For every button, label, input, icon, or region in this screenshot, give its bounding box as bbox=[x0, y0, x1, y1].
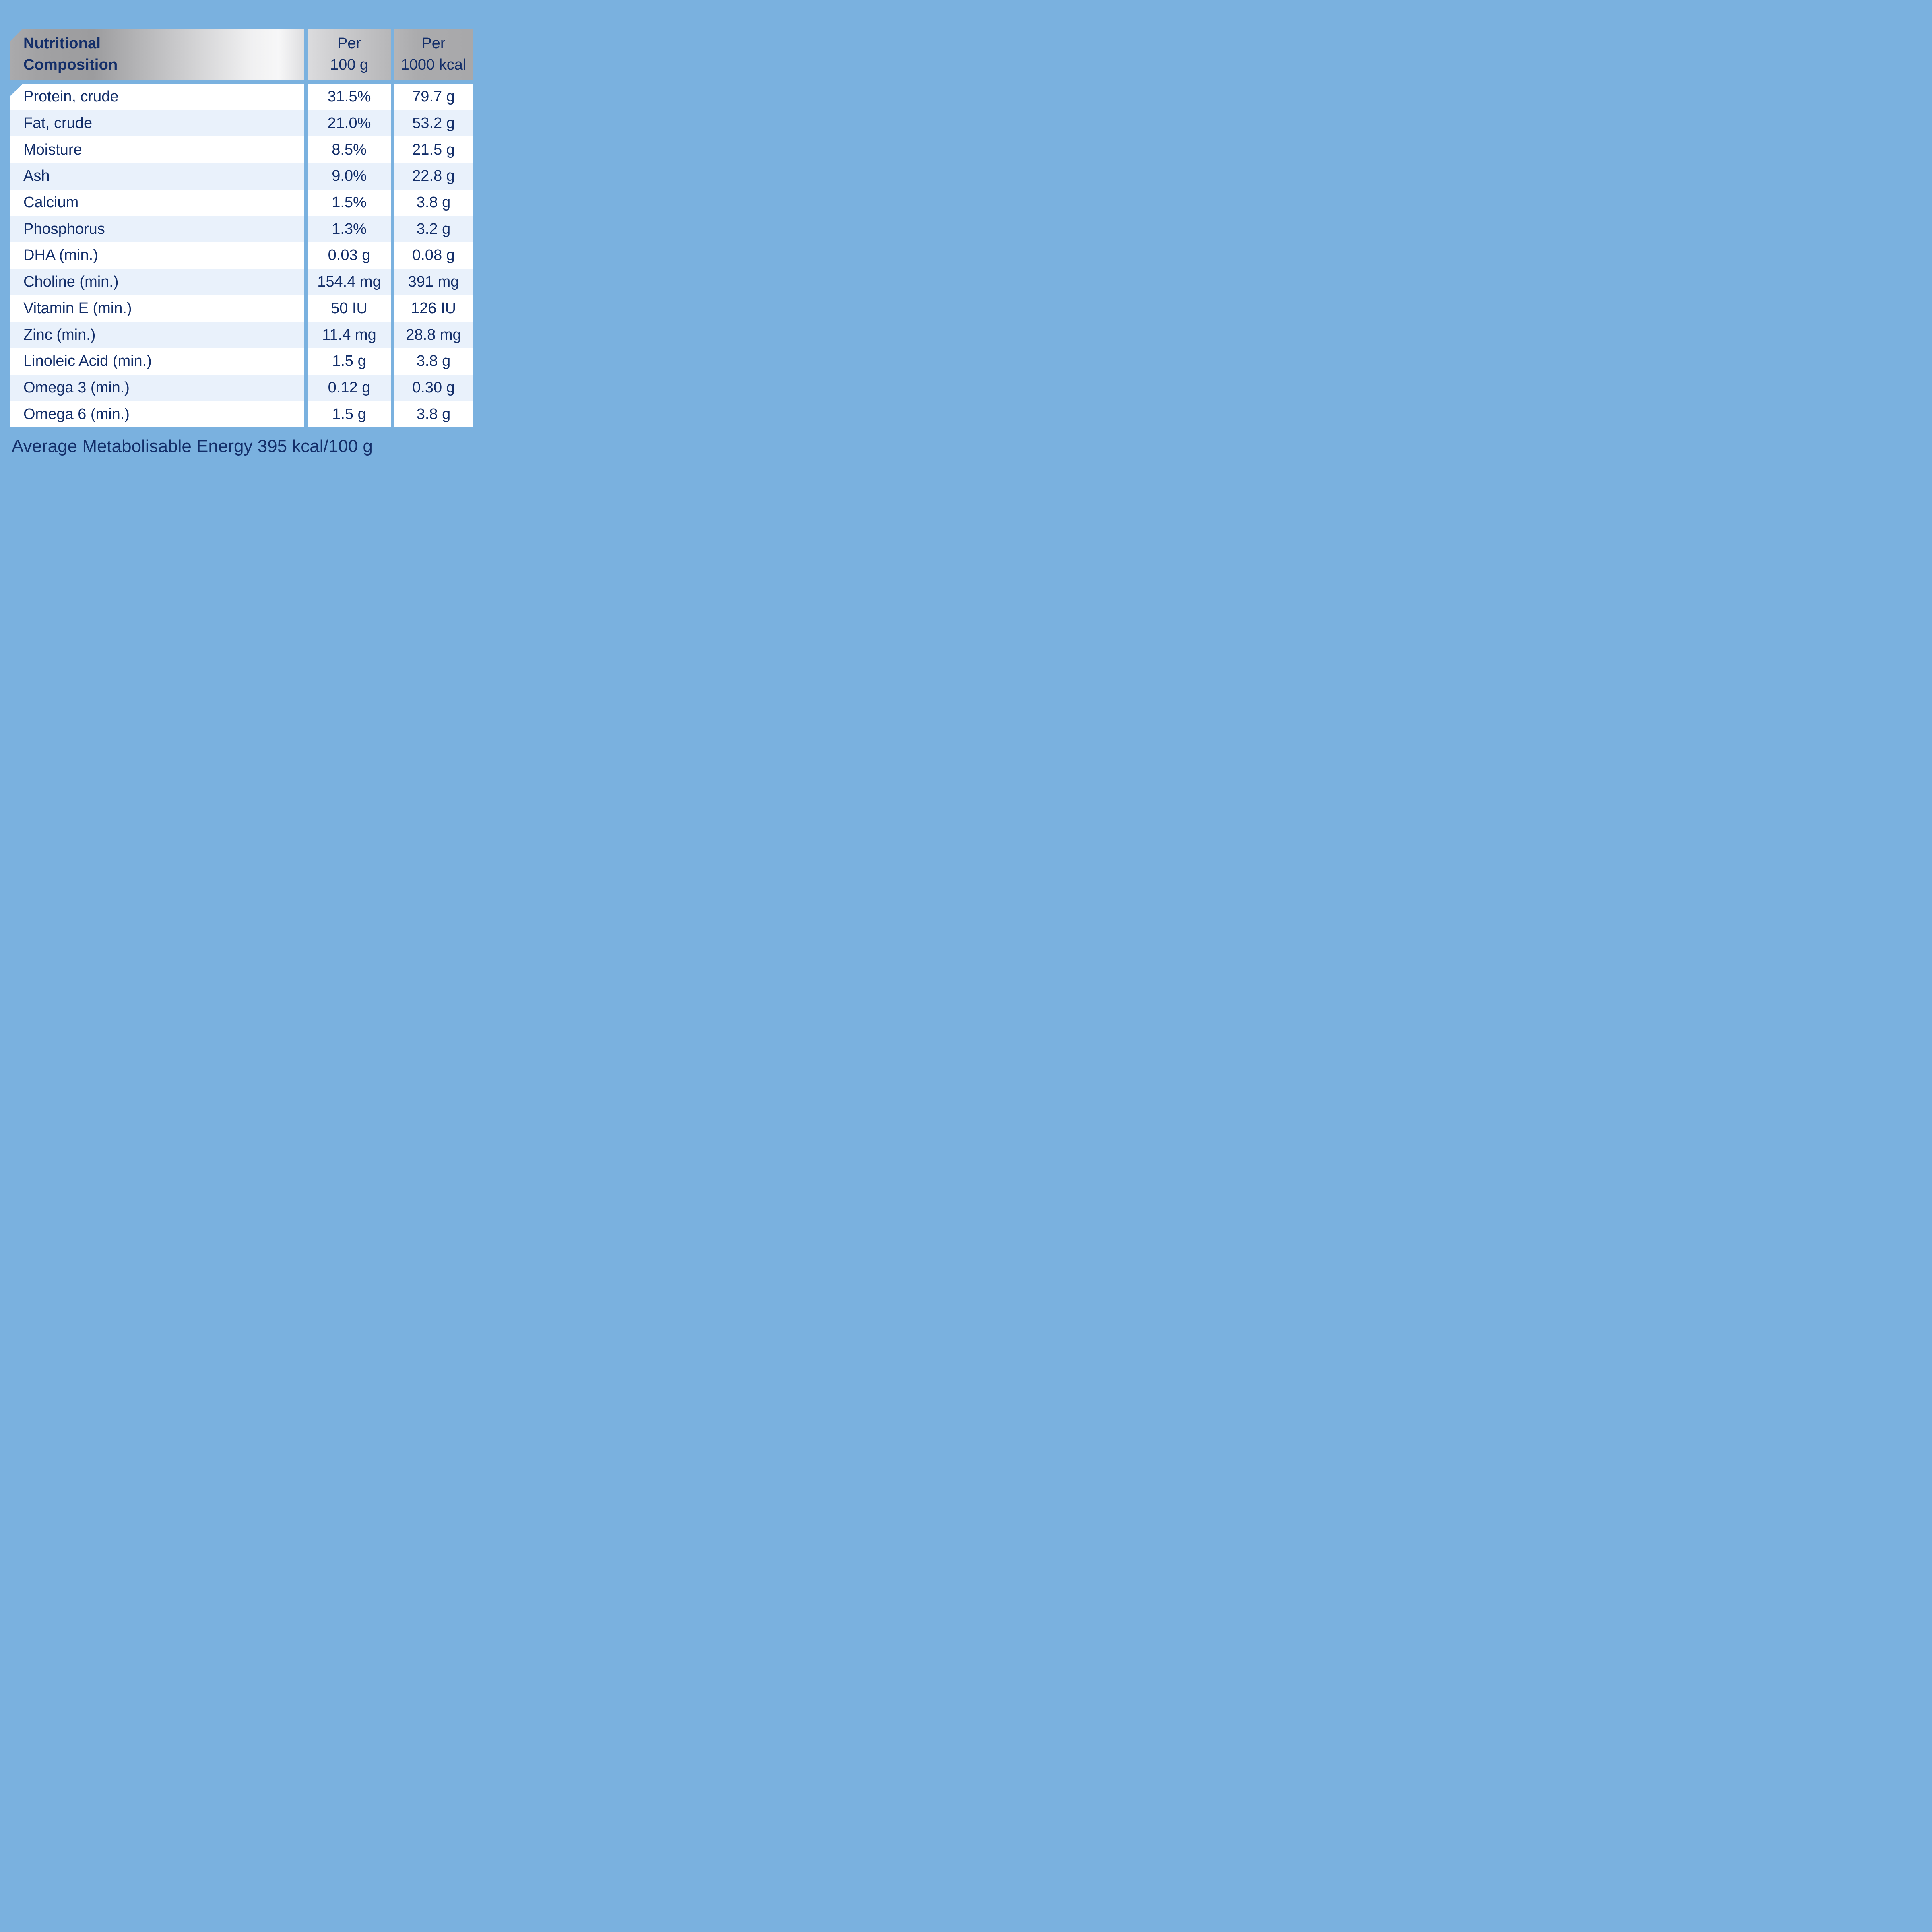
table-row: Vitamin E (min.) 50 IU 126 IU bbox=[10, 295, 473, 322]
row-value-per-1000kcal: 3.8 g bbox=[416, 194, 451, 211]
row-value-per-100g: 1.5 g bbox=[332, 405, 366, 423]
row-value-per-1000kcal: 53.2 g bbox=[412, 115, 455, 132]
table-row: Protein, crude 31.5% 79.7 g bbox=[10, 84, 473, 110]
metabolisable-energy-note: Average Metabolisable Energy 395 kcal/10… bbox=[12, 436, 373, 456]
row-label: Moisture bbox=[23, 141, 82, 158]
row-label: Calcium bbox=[23, 194, 79, 211]
column-divider bbox=[304, 110, 308, 137]
row-label: Vitamin E (min.) bbox=[23, 299, 132, 317]
row-label: Protein, crude bbox=[23, 88, 119, 105]
row-value-per-1000kcal: 0.30 g bbox=[412, 379, 455, 396]
row-label: DHA (min.) bbox=[23, 247, 98, 264]
table-row: Calcium 1.5% 3.8 g bbox=[10, 189, 473, 216]
row-value-per-1000kcal: 3.2 g bbox=[416, 220, 451, 237]
row-label: Phosphorus bbox=[23, 220, 105, 237]
nutrition-label-page: { "page": { "background_color": "#7ab1df… bbox=[0, 0, 483, 483]
column-divider bbox=[304, 189, 308, 216]
row-value-per-100g: 1.5 g bbox=[332, 353, 366, 370]
table-body: Protein, crude 31.5% 79.7 g Fat, crude 2… bbox=[10, 84, 473, 427]
table-header-band: Nutritional Composition Per 100 g Per 10… bbox=[10, 29, 473, 80]
column-divider bbox=[304, 216, 308, 243]
column-divider bbox=[304, 163, 308, 190]
row-value-per-100g: 31.5% bbox=[327, 88, 371, 105]
row-value-per-1000kcal: 126 IU bbox=[411, 299, 456, 317]
row-value-per-100g: 9.0% bbox=[332, 167, 367, 185]
row-value-per-100g: 154.4 mg bbox=[317, 273, 381, 291]
column-divider bbox=[391, 110, 394, 137]
column-divider bbox=[391, 136, 394, 163]
row-value-per-1000kcal: 22.8 g bbox=[412, 167, 455, 185]
row-value-per-100g: 0.03 g bbox=[328, 247, 371, 264]
row-value-per-100g: 8.5% bbox=[332, 141, 367, 158]
row-value-per-1000kcal: 3.8 g bbox=[416, 353, 451, 370]
table-row: DHA (min.) 0.03 g 0.08 g bbox=[10, 242, 473, 269]
column-divider bbox=[391, 84, 394, 110]
column-divider bbox=[391, 216, 394, 243]
column-divider bbox=[304, 29, 308, 80]
table-row: Fat, crude 21.0% 53.2 g bbox=[10, 110, 473, 137]
table-row: Ash 9.0% 22.8 g bbox=[10, 163, 473, 190]
table-row: Linoleic Acid (min.) 1.5 g 3.8 g bbox=[10, 348, 473, 375]
row-value-per-1000kcal: 0.08 g bbox=[412, 247, 455, 264]
row-value-per-100g: 50 IU bbox=[331, 299, 367, 317]
column-divider bbox=[391, 348, 394, 375]
table-row: Zinc (min.) 11.4 mg 28.8 mg bbox=[10, 322, 473, 348]
column-divider bbox=[304, 242, 308, 269]
column-divider bbox=[304, 374, 308, 401]
row-label: Fat, crude bbox=[23, 115, 93, 132]
column-divider bbox=[304, 136, 308, 163]
column-divider bbox=[391, 29, 394, 80]
row-label: Omega 3 (min.) bbox=[23, 379, 130, 396]
column-divider bbox=[304, 295, 308, 322]
column-header-per-1000kcal: Per 1000 kcal bbox=[400, 35, 466, 73]
column-divider bbox=[304, 348, 308, 375]
table-row: Choline (min.) 154.4 mg 391 mg bbox=[10, 268, 473, 295]
table-row: Omega 3 (min.) 0.12 g 0.30 g bbox=[10, 374, 473, 401]
column-divider bbox=[391, 374, 394, 401]
row-label: Zinc (min.) bbox=[23, 326, 96, 343]
row-value-per-100g: 1.3% bbox=[332, 220, 367, 237]
nutrition-table: Nutritional Composition Per 100 g Per 10… bbox=[10, 29, 473, 427]
column-divider bbox=[391, 242, 394, 269]
row-value-per-1000kcal: 391 mg bbox=[408, 273, 459, 291]
table-row: Moisture 8.5% 21.5 g bbox=[10, 136, 473, 163]
column-divider bbox=[391, 189, 394, 216]
row-value-per-100g: 21.0% bbox=[327, 115, 371, 132]
column-divider bbox=[391, 322, 394, 348]
row-label: Choline (min.) bbox=[23, 273, 119, 291]
column-divider bbox=[304, 268, 308, 295]
column-divider bbox=[391, 401, 394, 427]
table-title: Nutritional Composition bbox=[23, 35, 118, 73]
column-divider bbox=[304, 322, 308, 348]
row-label: Ash bbox=[23, 167, 50, 185]
row-value-per-1000kcal: 28.8 mg bbox=[406, 326, 461, 343]
table-row: Omega 6 (min.) 1.5 g 3.8 g bbox=[10, 401, 473, 427]
row-label: Linoleic Acid (min.) bbox=[23, 353, 152, 370]
column-divider bbox=[304, 401, 308, 427]
column-divider bbox=[391, 295, 394, 322]
column-header-per-100g: Per 100 g bbox=[330, 35, 369, 73]
row-value-per-1000kcal: 21.5 g bbox=[412, 141, 455, 158]
row-value-per-1000kcal: 3.8 g bbox=[416, 405, 451, 423]
row-value-per-100g: 1.5% bbox=[332, 194, 367, 211]
column-divider bbox=[391, 268, 394, 295]
row-value-per-100g: 0.12 g bbox=[328, 379, 371, 396]
row-label: Omega 6 (min.) bbox=[23, 405, 130, 423]
row-value-per-100g: 11.4 mg bbox=[322, 326, 376, 343]
column-divider bbox=[391, 163, 394, 190]
column-divider bbox=[304, 84, 308, 110]
table-row: Phosphorus 1.3% 3.2 g bbox=[10, 216, 473, 243]
row-value-per-1000kcal: 79.7 g bbox=[412, 88, 455, 105]
